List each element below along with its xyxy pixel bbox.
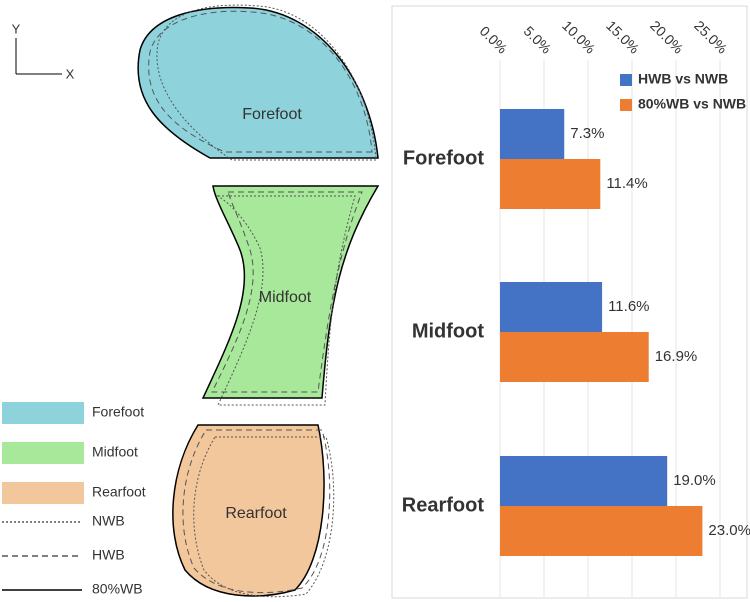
axis-y-label: Y [12,21,21,36]
x-tick-label: 25.0% [691,17,730,56]
value-label: 23.0% [708,522,750,539]
bar [500,282,603,332]
value-label: 16.9% [655,348,698,365]
bar [500,332,649,382]
category-label: Forefoot [403,147,484,169]
diagram-legend: Forefoot Midfoot Rearfoot NWB HWB 80%WB [2,402,146,597]
region-label: Rearfoot [225,505,287,522]
legend-label: 80%WB [92,581,143,597]
legend-label: Forefoot [92,404,144,420]
x-tick-label: 20.0% [647,17,686,56]
legend-label: 80%WB vs NWB [638,96,746,112]
value-label: 11.6% [608,298,649,315]
legend-label: HWB [92,547,125,563]
legend-label: Midfoot [92,444,138,460]
legend-swatch [2,482,84,504]
bar [500,456,668,506]
x-tick-label: 0.0% [477,23,511,57]
axes-icon: Y X [12,21,75,81]
x-tick-label: 15.0% [603,17,642,56]
chart-frame [391,5,748,599]
legend-swatch [2,442,84,464]
x-tick-label: 5.0% [521,23,555,57]
legend-label: NWB [92,513,125,529]
rearfoot-shape: Rearfoot [172,424,335,598]
bar [500,109,565,159]
region-label: Forefoot [242,106,302,123]
category-label: Midfoot [412,320,485,342]
legend-label: HWB vs NWB [638,71,728,87]
bar-chart: 0.0% 5.0% 10.0% 15.0% 20.0% 25.0% Forefoot 7.3%… [402,17,750,598]
category-label: Rearfoot [402,494,485,516]
legend-swatch [620,74,632,86]
bar [500,506,703,556]
x-tick-label: 10.0% [559,17,598,56]
legend-swatch [2,402,84,424]
axis-x-label: X [66,66,75,81]
region-label: Midfoot [259,289,312,306]
value-label: 11.4% [606,175,647,192]
value-label: 7.3% [570,125,604,142]
forefoot-shape: Forefoot [137,4,379,161]
legend-swatch [620,99,632,111]
legend-label: Rearfoot [92,484,146,500]
bar [500,159,601,209]
midfoot-shape: Midfoot [201,185,380,406]
value-label: 19.0% [673,472,716,489]
